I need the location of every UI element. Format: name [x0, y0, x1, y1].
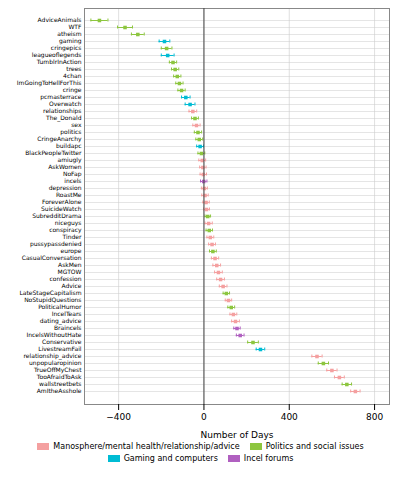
- svg-text:CasualConversation: CasualConversation: [22, 254, 82, 261]
- svg-text:Advice: Advice: [61, 282, 81, 289]
- html-text:Politics and social issues: Politics and social issues: [265, 442, 364, 451]
- svg-text:Conservative: Conservative: [42, 338, 82, 345]
- svg-text:LateStageCapitalism: LateStageCapitalism: [19, 289, 82, 297]
- svg-text:Braincels: Braincels: [54, 324, 82, 331]
- svg-text:400: 400: [281, 412, 298, 422]
- svg-text:MGTOW: MGTOW: [58, 268, 82, 275]
- svg-text:4chan: 4chan: [63, 72, 82, 79]
- svg-text:amiugly: amiugly: [57, 156, 82, 164]
- svg-text:0: 0: [201, 412, 207, 422]
- svg-text:unpopularopinion: unpopularopinion: [29, 359, 82, 367]
- svg-text:AmItheAsshole: AmItheAsshole: [37, 387, 82, 394]
- svg-text:The_Donald: The_Donald: [46, 114, 82, 122]
- svg-text:leagueoflegends: leagueoflegends: [31, 51, 82, 59]
- html-text:Incel forums: Incel forums: [243, 454, 294, 463]
- svg-text:trees: trees: [66, 65, 81, 72]
- svg-text:SuicideWatch: SuicideWatch: [41, 205, 82, 212]
- svg-text:ForeverAlone: ForeverAlone: [42, 198, 82, 205]
- svg-text:relationship_advice: relationship_advice: [23, 352, 82, 360]
- svg-text:atheism: atheism: [57, 30, 81, 37]
- svg-text:europe: europe: [60, 247, 82, 255]
- svg-text:AskWomen: AskWomen: [48, 163, 81, 170]
- svg-text:pcmasterrace: pcmasterrace: [40, 93, 82, 101]
- svg-text:AskMen: AskMen: [58, 261, 82, 268]
- svg-text:TrueOffMyChest: TrueOffMyChest: [34, 366, 82, 374]
- svg-text:buildapc: buildapc: [56, 142, 82, 150]
- svg-text:−400: −400: [106, 412, 131, 422]
- svg-text:cringe: cringe: [62, 86, 82, 94]
- svg-text:LivestreamFail: LivestreamFail: [38, 345, 82, 352]
- svg-text:IncelTears: IncelTears: [52, 310, 82, 317]
- svg-text:NoFap: NoFap: [63, 170, 82, 178]
- svg-text:Tinder: Tinder: [62, 233, 82, 240]
- svg-text:AdviceAnimals: AdviceAnimals: [38, 16, 82, 23]
- svg-text:CringeAnarchy: CringeAnarchy: [37, 135, 82, 143]
- svg-text:incels: incels: [64, 177, 81, 184]
- svg-text:SubredditDrama: SubredditDrama: [32, 212, 82, 219]
- svg-text:800: 800: [366, 412, 383, 422]
- svg-text:NoStupidQuestions: NoStupidQuestions: [24, 296, 82, 304]
- svg-text:dating_advice: dating_advice: [39, 317, 82, 325]
- svg-text:pussypassdenied: pussypassdenied: [29, 240, 82, 248]
- svg-text:Overwatch: Overwatch: [49, 100, 82, 107]
- svg-text:Number of Days: Number of Days: [200, 430, 273, 440]
- svg-text:IncelsWithoutHate: IncelsWithoutHate: [26, 331, 81, 338]
- svg-text:niceguys: niceguys: [54, 219, 82, 227]
- svg-text:TumblrInAction: TumblrInAction: [36, 58, 82, 65]
- svg-text:sex: sex: [71, 121, 82, 128]
- svg-text:TooAfraidToAsk: TooAfraidToAsk: [36, 373, 82, 380]
- svg-text:RoastMe: RoastMe: [56, 191, 82, 198]
- svg-text:conspiracy: conspiracy: [49, 226, 82, 234]
- html-text:Gaming and computers: Gaming and computers: [123, 454, 218, 463]
- svg-text:gaming: gaming: [58, 37, 82, 45]
- svg-text:PoliticalHumor: PoliticalHumor: [38, 303, 82, 310]
- svg-text:depression: depression: [48, 184, 82, 192]
- svg-text:WTF: WTF: [68, 23, 82, 30]
- svg-text:confession: confession: [50, 275, 82, 282]
- svg-text:BlackPeopleTwitter: BlackPeopleTwitter: [25, 149, 82, 157]
- svg-text:ImGoingToHellForThis: ImGoingToHellForThis: [16, 79, 82, 87]
- svg-text:wallstreetbets: wallstreetbets: [39, 380, 81, 387]
- svg-text:cringepics: cringepics: [50, 44, 82, 52]
- svg-text:relationships: relationships: [43, 107, 82, 115]
- svg-text:politics: politics: [60, 128, 82, 136]
- html-text:Manosphere/mental health/relat: Manosphere/mental health/relationship/ad…: [53, 442, 240, 451]
